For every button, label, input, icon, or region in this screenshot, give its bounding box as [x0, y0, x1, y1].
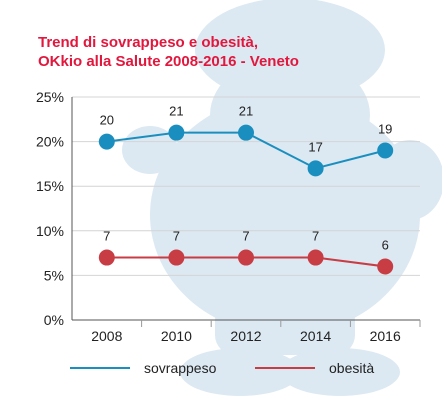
x-tick-label-2008: 2008 [91, 328, 122, 344]
data-label-0-2: 21 [239, 104, 253, 119]
data-label-1-2: 7 [242, 229, 249, 244]
data-point-0-3 [307, 160, 324, 177]
data-point-0-0 [98, 133, 115, 150]
y-tick-label-1: 5% [44, 267, 64, 283]
data-point-1-0 [98, 249, 115, 266]
y-tick-label-3: 15% [36, 178, 64, 194]
legend: sovrappeso obesità [0, 360, 442, 380]
x-tick-label-2010: 2010 [161, 328, 192, 344]
data-point-1-1 [168, 249, 185, 266]
data-label-1-0: 7 [103, 229, 110, 244]
legend-item-obesita: obesità [255, 360, 374, 376]
data-point-1-2 [238, 249, 254, 266]
data-label-1-4: 6 [382, 237, 389, 252]
watermark-shape-6 [180, 348, 300, 396]
data-point-0-2 [238, 124, 254, 141]
data-label-0-4: 19 [378, 122, 392, 137]
legend-swatch-obesita [255, 367, 315, 369]
chart-title: Trend di sovrappeso e obesità, OKkio all… [38, 33, 299, 71]
legend-label-obesita: obesità [329, 360, 375, 376]
y-tick-label-4: 20% [36, 134, 64, 150]
x-tick-label-2014: 2014 [300, 328, 331, 344]
watermark-shape-4 [376, 140, 442, 220]
y-tick-label-5: 25% [36, 89, 64, 105]
x-tick-label-2012: 2012 [230, 328, 261, 344]
data-label-1-1: 7 [173, 229, 180, 244]
y-tick-label-2: 10% [36, 223, 64, 239]
data-point-1-3 [307, 249, 324, 266]
data-point-1-4 [377, 258, 394, 275]
series-layer: 20 21 21 17 19 7 7 7 7 6 [98, 104, 394, 275]
series-1: 7 7 7 7 6 [98, 229, 394, 275]
data-label-0-0: 20 [100, 113, 114, 128]
grid-lines [71, 96, 421, 327]
x-axis-tick-labels: 2008 2010 2012 2014 2016 [91, 328, 401, 344]
data-label-0-3: 17 [308, 139, 322, 154]
x-tick-label-2016: 2016 [370, 328, 401, 344]
chart-title-line-1: Trend di sovrappeso e obesità, [38, 34, 259, 51]
watermark-shape-5 [215, 300, 355, 355]
watermark-shape-7 [280, 348, 400, 396]
data-label-1-3: 7 [312, 229, 319, 244]
legend-label-sovrappeso: sovrappeso [144, 360, 217, 376]
chart-title-line-2: OKkio alla Salute 2008-2016 - Veneto [38, 53, 299, 70]
series-0: 20 21 21 17 19 [98, 104, 394, 177]
y-axis-tick-labels: 0% 5% 10% 15% 20% 25% [36, 89, 64, 328]
data-point-0-1 [168, 124, 185, 141]
data-label-0-1: 21 [169, 104, 183, 119]
y-tick-label-0: 0% [44, 312, 64, 328]
legend-item-sovrappeso: sovrappeso [70, 360, 216, 376]
legend-swatch-sovrappeso [70, 367, 130, 369]
data-point-0-4 [377, 142, 394, 159]
